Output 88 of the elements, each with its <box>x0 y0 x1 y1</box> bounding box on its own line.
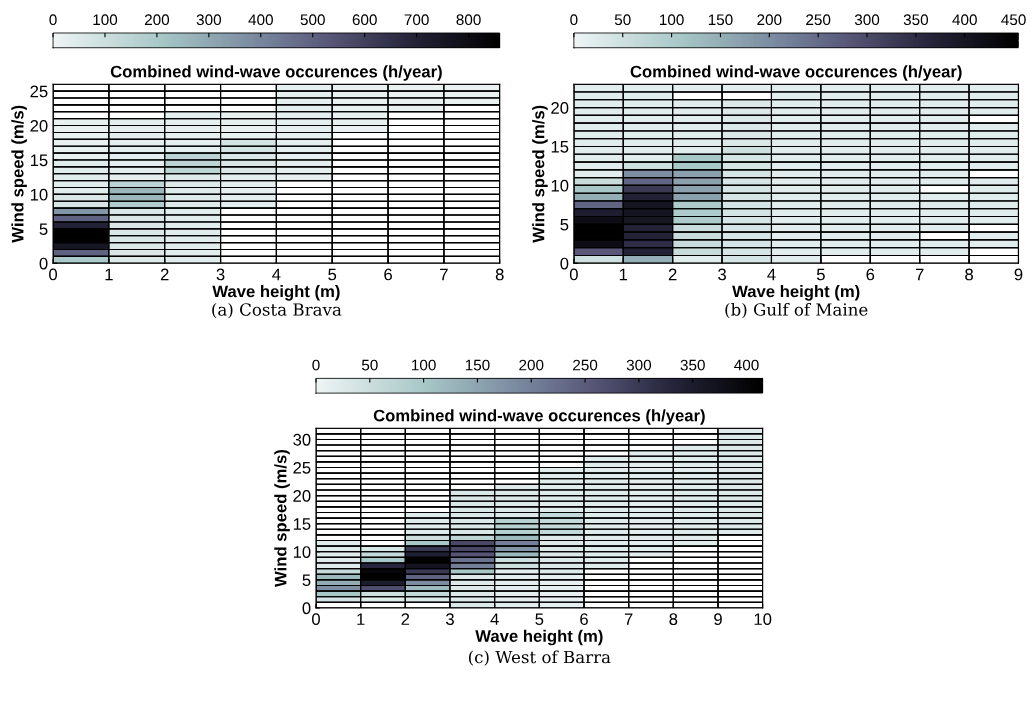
y-tick-label: 10 <box>551 179 569 192</box>
x-tick-label: 10 <box>754 613 772 626</box>
x-tick-label: 7 <box>624 613 633 625</box>
color-bar-label: 250 <box>573 359 598 371</box>
color-bar-label: 50 <box>361 359 378 371</box>
x-tick-label: 1 <box>105 268 113 281</box>
x-tick-label: 3 <box>216 268 225 281</box>
y-tick-label: 5 <box>39 223 48 236</box>
color-bar-label: 50 <box>614 14 631 26</box>
y-tick-label: 15 <box>551 141 569 153</box>
x-tick-label: 2 <box>668 268 677 281</box>
color-bar-label: 450 <box>1001 14 1026 26</box>
y-axis-title: Wind speed (m/s) <box>274 449 290 587</box>
color-bar-label: 0 <box>312 359 320 371</box>
color-bar-label: 600 <box>352 14 377 26</box>
y-tick-label: 5 <box>560 218 569 231</box>
y-tick-label: 20 <box>293 490 311 502</box>
color-bar-label: 300 <box>854 14 880 26</box>
x-tick-label: 5 <box>816 268 825 281</box>
y-tick-label: 10 <box>30 188 48 201</box>
x-axis-title: Wave height (m) <box>732 285 860 301</box>
y-tick-label: 0 <box>39 257 48 270</box>
x-tick-label: 4 <box>490 613 499 625</box>
y-axis-title: Wind speed (m/s) <box>11 105 27 243</box>
color-bar-label: 200 <box>757 14 782 26</box>
color-bar-label: 700 <box>404 14 429 26</box>
x-tick-label: 3 <box>446 613 454 626</box>
color-bar-label: 0 <box>49 14 57 26</box>
x-tick-label: 0 <box>569 268 578 281</box>
color-bar-label: 100 <box>660 14 684 26</box>
x-tick-label: 0 <box>49 268 58 281</box>
y-tick-label: 15 <box>30 154 48 167</box>
x-tick-label: 0 <box>312 613 320 626</box>
x-tick-label: 2 <box>401 613 410 625</box>
text: (c) West of Barra <box>468 650 611 666</box>
color-bar-label: 800 <box>456 14 481 26</box>
color-bar-label: 100 <box>412 359 436 371</box>
y-tick-label: 15 <box>293 518 311 530</box>
color-bar-label: 400 <box>952 14 977 26</box>
color-bar-label: 400 <box>734 359 759 371</box>
color-bar-label: 200 <box>519 359 544 371</box>
color-bar-label: 350 <box>680 359 705 371</box>
x-tick-label: 5 <box>328 268 337 281</box>
x-tick-label: 6 <box>580 613 588 626</box>
y-tick-label: 0 <box>302 602 311 615</box>
color-bar-label: 250 <box>806 14 831 26</box>
x-tick-label: 8 <box>965 268 973 281</box>
color-bar-label: 300 <box>196 14 222 26</box>
x-tick-label: 6 <box>866 268 875 281</box>
text: (b) Gulf of Maine <box>725 302 868 319</box>
chart-title: Combined wind-wave occurences (h/year) <box>373 409 705 425</box>
x-tick-label: 9 <box>714 613 722 626</box>
x-tick-label: 8 <box>495 268 504 281</box>
y-tick-label: 25 <box>30 85 48 98</box>
x-tick-label: 6 <box>384 268 392 281</box>
color-bar-label: 100 <box>93 14 118 26</box>
color-bar-label: 400 <box>248 14 273 26</box>
color-bar-label: 0 <box>570 14 578 26</box>
y-tick-label: 5 <box>302 574 311 587</box>
x-tick-label: 9 <box>1014 268 1023 281</box>
y-tick-label: 0 <box>560 257 569 270</box>
x-tick-label: 4 <box>272 268 281 281</box>
x-axis-title: Wave height (m) <box>212 285 340 301</box>
color-bar-label: 200 <box>144 14 170 26</box>
x-tick-label: 2 <box>160 268 169 281</box>
color-bar-label: 150 <box>708 14 733 26</box>
x-tick-label: 3 <box>718 268 726 281</box>
x-tick-label: 5 <box>535 613 544 626</box>
x-tick-label: 8 <box>669 613 678 626</box>
color-bar-label: 150 <box>465 359 490 371</box>
x-tick-label: 1 <box>619 268 628 281</box>
x-axis-title: Wave height (m) <box>475 629 603 646</box>
x-tick-label: 7 <box>915 268 924 281</box>
chart-title: Combined wind-wave occurences (h/year) <box>630 65 962 81</box>
y-tick-label: 20 <box>551 101 569 114</box>
color-bar-label: 500 <box>300 14 325 26</box>
chart-title: Combined wind-wave occurences (h/year) <box>110 65 442 81</box>
x-tick-label: 7 <box>440 268 448 281</box>
color-bar-label: 350 <box>903 14 929 26</box>
y-tick-label: 20 <box>30 119 48 132</box>
y-tick-label: 10 <box>293 546 311 558</box>
color-bar-label: 300 <box>626 359 652 371</box>
x-tick-label: 1 <box>357 613 365 625</box>
y-tick-label: 30 <box>293 433 311 446</box>
x-tick-label: 4 <box>767 268 776 281</box>
text: (a) Costa Brava <box>212 302 342 319</box>
y-axis-title: Wind speed (m/s) <box>532 105 548 243</box>
y-tick-label: 25 <box>293 461 311 474</box>
